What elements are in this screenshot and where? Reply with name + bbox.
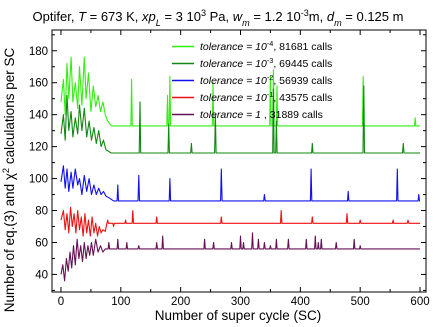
series-group <box>60 56 421 282</box>
text-run: -2 <box>267 73 274 82</box>
y-tick-label: 120 <box>29 142 48 154</box>
x-tick-label: 0 <box>58 296 64 308</box>
x-tick-label: 300 <box>231 296 250 308</box>
text-run: tolerance = 1 <box>200 109 261 121</box>
y-tick-label: 80 <box>35 206 48 218</box>
text-run: Number of eq.(3) and <box>2 180 17 312</box>
x-axis-label: Number of super cycle (SC) <box>155 308 322 323</box>
text-run: tolerance = 10 <box>200 75 267 87</box>
text-run: = 1.2 10 <box>250 9 301 24</box>
x-tick-label: 600 <box>410 296 429 308</box>
text-run: = 673 K, <box>86 9 142 24</box>
legend-label: tolerance = 1 , 31889 calls <box>200 109 323 121</box>
text-run: , 56939 calls <box>273 75 332 87</box>
text-run: , 69445 calls <box>273 58 332 70</box>
text-run: Optifer, <box>33 9 79 24</box>
series-line-3 <box>60 206 420 237</box>
y-tick-label: 60 <box>35 237 48 249</box>
text-run: , 81681 calls <box>273 41 332 53</box>
legend-label: tolerance = 10-4, 81681 calls <box>200 39 332 54</box>
text-run: -3 <box>301 8 309 18</box>
text-run: 3 <box>201 8 206 18</box>
legend-label: tolerance = 10-2, 56939 calls <box>200 73 332 88</box>
y-axis-ticks: 40 60 80 100 120 140 160 180 <box>29 34 426 291</box>
y-tick-label: 180 <box>29 46 48 58</box>
y-tick-label: 160 <box>29 78 48 90</box>
text-run: , 43575 calls <box>273 92 332 104</box>
text-run: -3 <box>267 56 274 65</box>
plot-area <box>51 29 427 293</box>
series-line-4 <box>60 232 420 282</box>
text-run: m <box>334 18 342 28</box>
text-run: T <box>78 9 87 24</box>
text-run: Pa, <box>206 9 233 24</box>
text-run: w <box>233 9 244 24</box>
series-line-2 <box>60 165 421 202</box>
legend-label: tolerance = 10-1, 43575 calls <box>200 90 332 105</box>
text-run: = 3 10 <box>161 9 201 24</box>
series-line-1 <box>60 85 420 154</box>
y-tick-label: 40 <box>35 269 48 281</box>
text-run: 2 <box>0 168 11 173</box>
y-axis-label: Number of eq.(3) and χ2 calculations per… <box>0 48 17 313</box>
text-run: -4 <box>267 39 274 48</box>
text-run: = 0.125 m <box>342 9 404 24</box>
text-run: tolerance = 10 <box>200 58 267 70</box>
text-run: L <box>156 18 161 28</box>
plot-frame <box>51 29 427 293</box>
chart-title: Optifer, T = 673 K, xpL = 3 103 Pa, wm =… <box>33 8 404 28</box>
x-tick-label: 100 <box>111 296 130 308</box>
text-run: xp <box>141 9 156 24</box>
legend-label: tolerance = 10-3, 69445 calls <box>200 56 332 71</box>
y-tick-label: 100 <box>29 174 48 186</box>
text-run: d <box>327 9 335 24</box>
x-tick-label: 400 <box>291 296 310 308</box>
text-run: tolerance = 10 <box>200 92 267 104</box>
x-axis-ticks: 0 100 200 300 400 500 600 <box>58 30 430 308</box>
series-line-0 <box>60 56 420 127</box>
x-tick-label: 500 <box>351 296 370 308</box>
text-run: χ <box>2 173 17 180</box>
text-run: m, <box>309 9 327 24</box>
text-run: , 31889 calls <box>261 109 323 121</box>
text-run: tolerance = 10 <box>200 41 267 53</box>
text-run: calculations per SC <box>2 48 17 168</box>
x-tick-label: 200 <box>171 296 190 308</box>
y-tick-label: 140 <box>29 110 48 122</box>
text-run: -1 <box>267 90 274 99</box>
text-run: m <box>242 18 250 28</box>
